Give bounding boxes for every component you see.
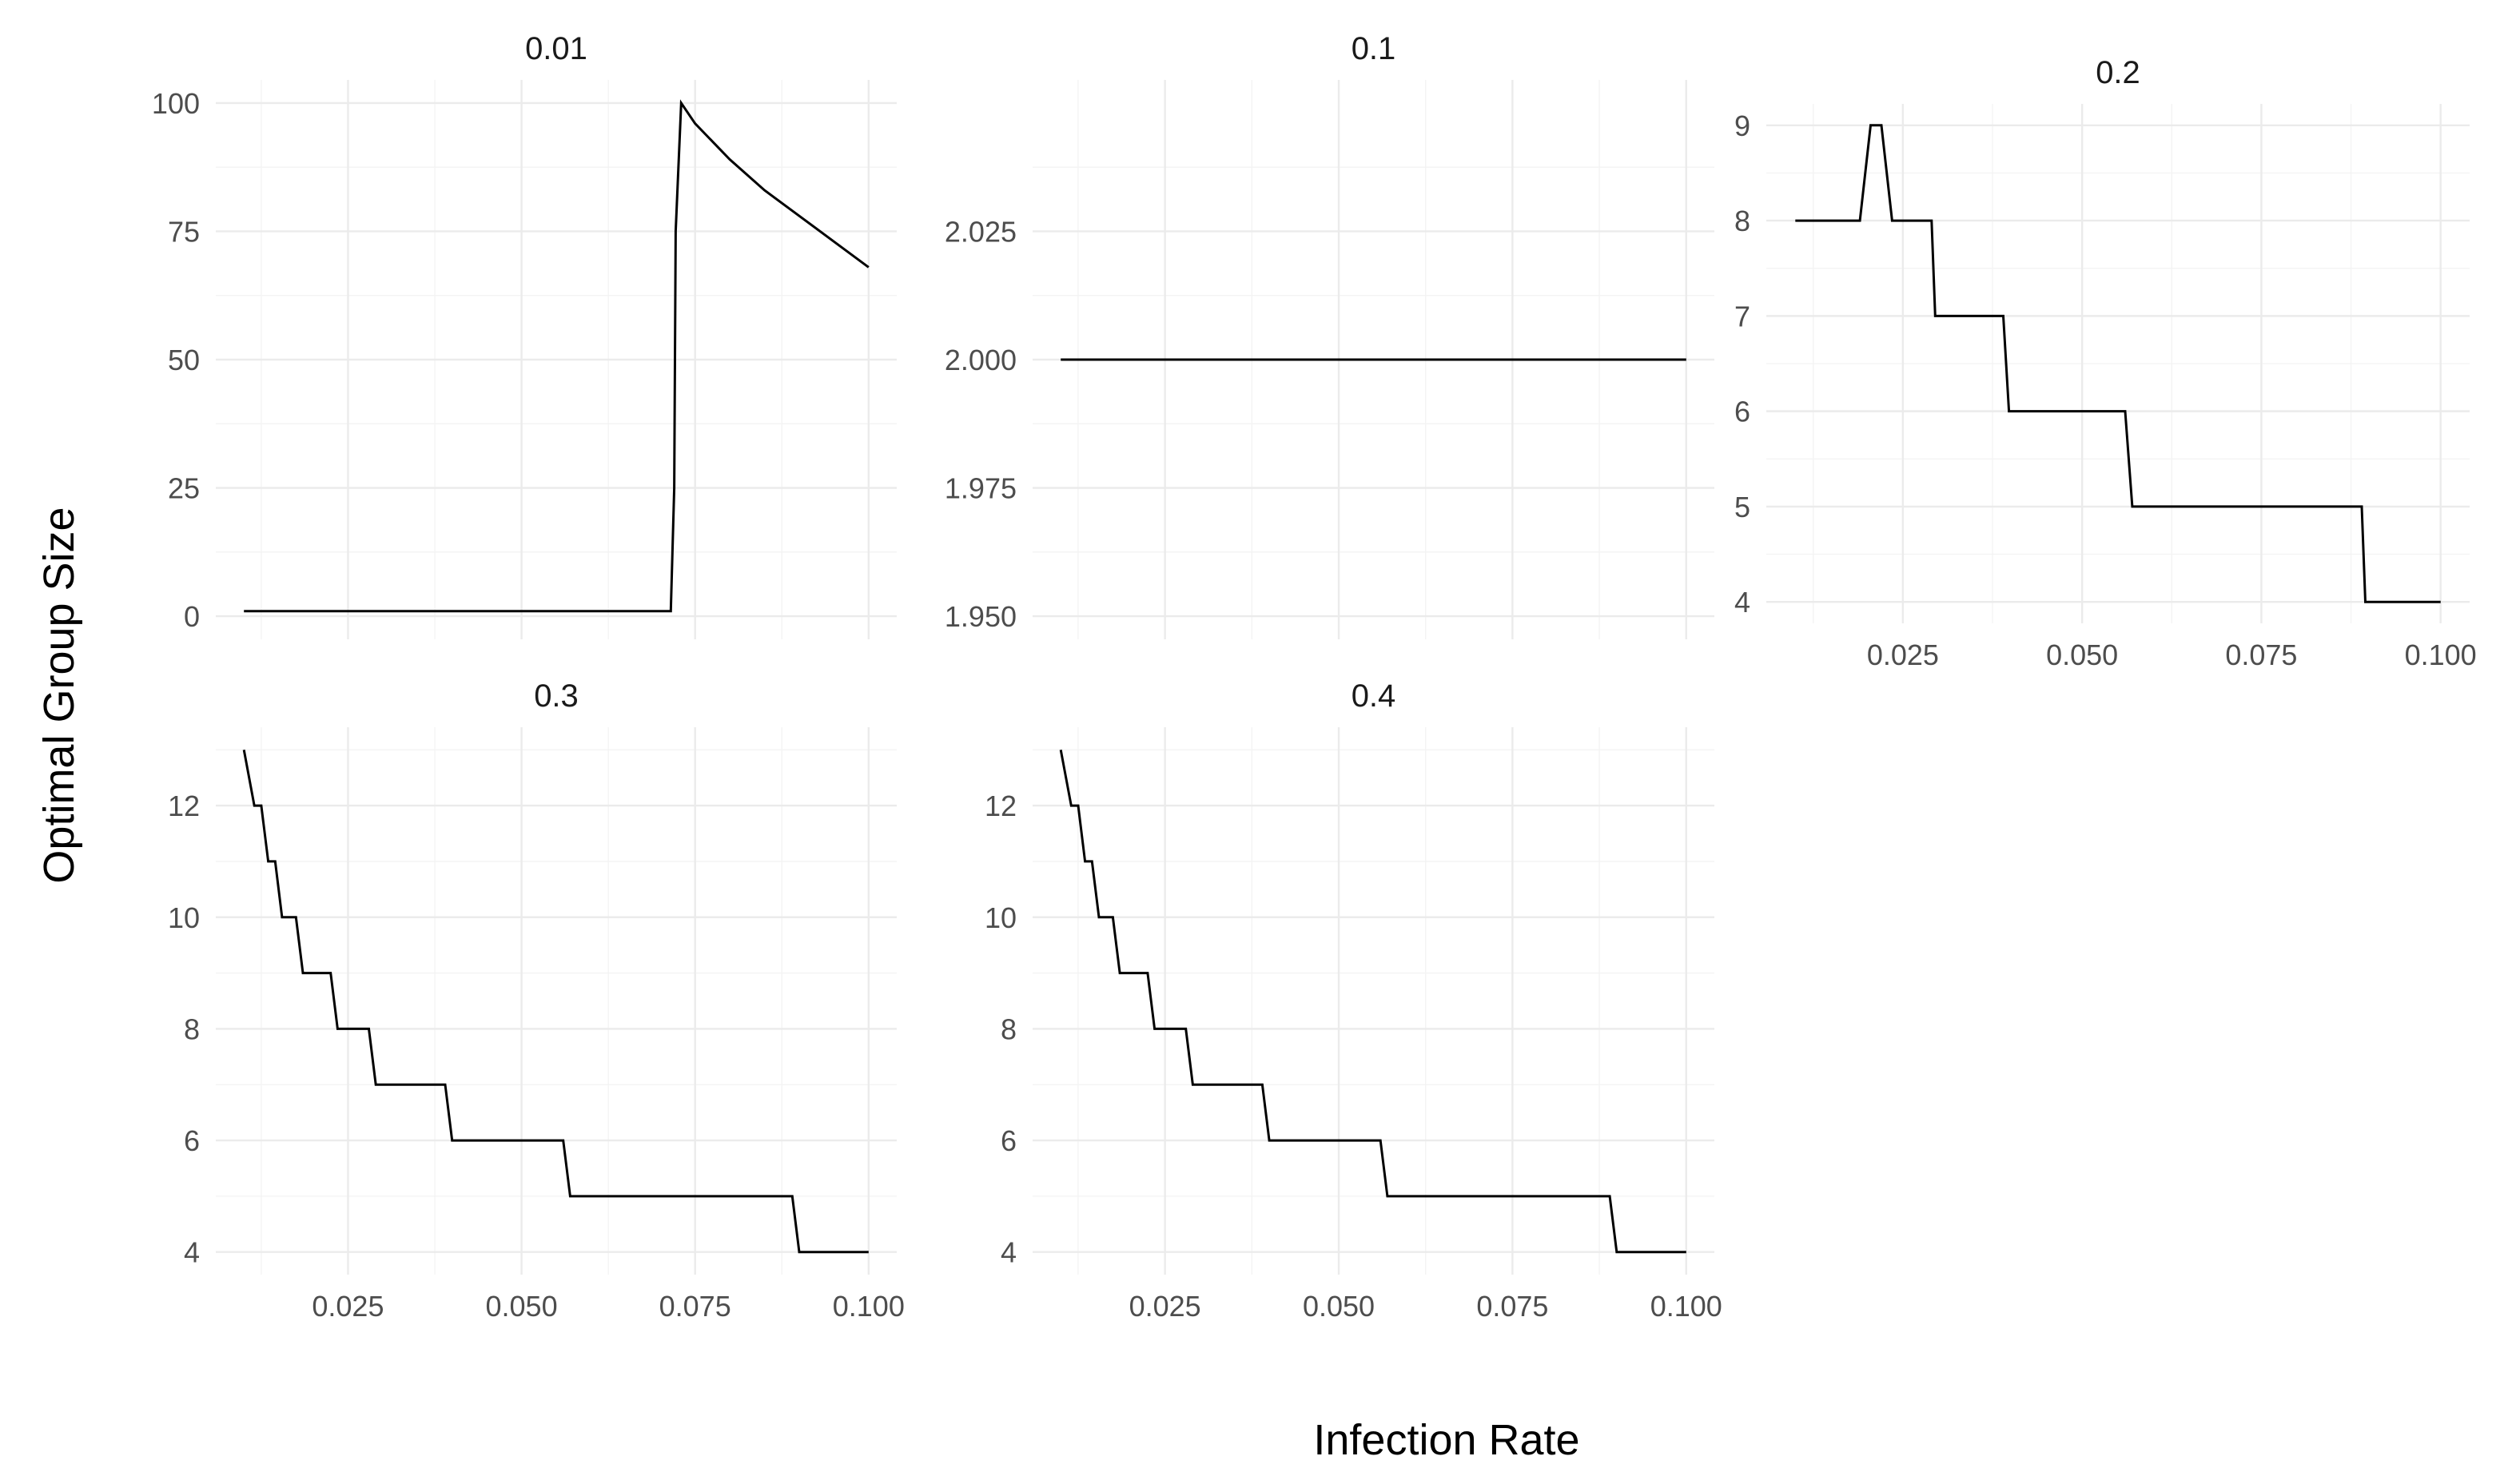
y-tick-label: 8 — [184, 1013, 200, 1045]
x-tick-label: 0.050 — [486, 1290, 558, 1323]
series-line-0.2 — [1795, 124, 2441, 603]
x-tick-label: 0.075 — [659, 1290, 731, 1323]
y-tick-label: 1.975 — [945, 472, 1017, 505]
y-tick-label: 25 — [168, 472, 200, 505]
x-tick-label: 0.100 — [2405, 639, 2477, 671]
panel-title: 0.4 — [1352, 678, 1396, 714]
y-tick-label: 50 — [168, 344, 200, 376]
y-tick-label: 5 — [1734, 491, 1750, 523]
y-tick-label: 8 — [1001, 1013, 1017, 1045]
x-tick-label: 0.075 — [2225, 639, 2297, 671]
y-tick-label: 7 — [1734, 300, 1750, 332]
panel-0.01: 0.01 0 25 50 75 100 — [152, 31, 897, 639]
x-axis-title: Infection Rate — [1313, 1416, 1579, 1464]
y-tick-label: 10 — [168, 901, 200, 934]
y-tick-label: 10 — [985, 901, 1017, 934]
y-tick-label: 4 — [1734, 586, 1750, 619]
y-tick-label: 0 — [184, 600, 200, 633]
y-tick-label: 6 — [184, 1124, 200, 1157]
y-tick-label: 6 — [1001, 1124, 1017, 1157]
series-line-0.4 — [1059, 750, 1686, 1254]
y-tick-label: 75 — [168, 215, 200, 248]
y-tick-label: 2.000 — [945, 344, 1017, 376]
x-tick-label: 0.025 — [1129, 1290, 1201, 1323]
series-line-0.01 — [244, 99, 870, 613]
panel-0.1: 0.1 1.950 1.975 2.000 2.025 — [945, 31, 1714, 639]
panel-title: 0.3 — [534, 678, 579, 714]
y-tick-label: 4 — [1001, 1236, 1017, 1269]
x-tick-label: 0.050 — [2046, 639, 2118, 671]
y-tick-label: 100 — [152, 87, 200, 120]
panel-title: 0.1 — [1352, 31, 1396, 66]
x-tick-label: 0.025 — [1867, 639, 1939, 671]
x-tick-label: 0.025 — [312, 1290, 384, 1323]
y-tick-label: 8 — [1734, 205, 1750, 237]
x-tick-label: 0.075 — [1476, 1290, 1548, 1323]
y-axis-title: Optimal Group Size — [35, 507, 83, 883]
x-tick-label: 0.100 — [833, 1290, 905, 1323]
y-tick-label: 1.950 — [945, 600, 1017, 633]
panel-0.3: 0.3 4 6 8 10 12 0.025 0.050 0.075 0.100 — [168, 678, 905, 1323]
y-tick-label: 12 — [985, 790, 1017, 822]
panel-title: 0.01 — [525, 31, 587, 66]
x-tick-label: 0.050 — [1303, 1290, 1375, 1323]
series-line-0.3 — [242, 750, 869, 1254]
panel-0.4: 0.4 4 6 8 10 12 0.025 0.050 0.075 0.100 — [985, 678, 1722, 1323]
y-tick-label: 4 — [184, 1236, 200, 1269]
y-tick-label: 2.025 — [945, 215, 1017, 248]
y-tick-label: 12 — [168, 790, 200, 822]
panel-0.2: 0.2 4 5 6 7 8 9 0.025 0.050 0.075 0.100 — [1734, 55, 2477, 671]
x-tick-label: 0.100 — [1650, 1290, 1722, 1323]
y-tick-label: 6 — [1734, 396, 1750, 428]
y-tick-label: 9 — [1734, 109, 1750, 142]
panel-title: 0.2 — [2096, 55, 2140, 90]
